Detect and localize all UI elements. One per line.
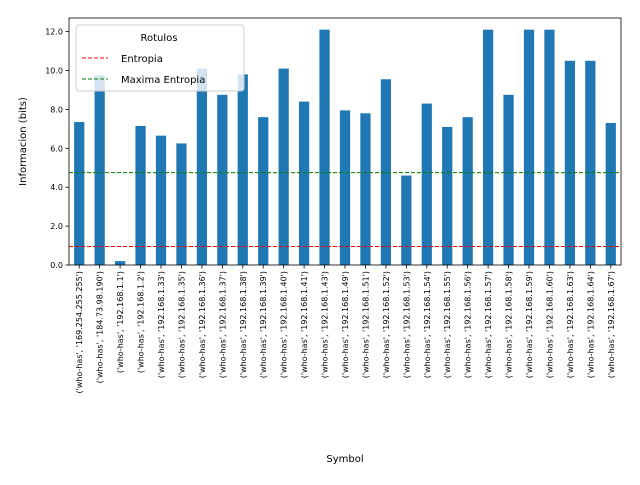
bar-26 bbox=[605, 123, 616, 266]
legend-entropia-label: Entropia bbox=[121, 54, 163, 65]
bar-3 bbox=[135, 125, 146, 265]
y-tick-label-2: 4.0 bbox=[50, 183, 63, 192]
x-tick-label-3: ('who-has', '192.168.1.2') bbox=[137, 271, 146, 373]
bar-5 bbox=[176, 143, 187, 265]
x-tick-label-20: ('who-has', '192.168.1.57') bbox=[484, 271, 493, 378]
x-tick-label-1: ('who-has', '184.73.98.190') bbox=[96, 271, 105, 383]
bar-25 bbox=[585, 60, 596, 265]
bar-13 bbox=[339, 110, 351, 265]
legend: Rotulos Entropia Maxima Entropia bbox=[75, 24, 245, 92]
bar-24 bbox=[564, 60, 575, 265]
x-tick-label-17: ('who-has', '192.168.1.54') bbox=[423, 271, 432, 378]
y-tick-label-6: 12.0 bbox=[45, 28, 63, 37]
bar-18 bbox=[442, 126, 453, 265]
y-tick-label-4: 8.0 bbox=[50, 105, 63, 114]
x-tick-label-22: ('who-has', '192.168.1.59') bbox=[525, 271, 534, 378]
bar-10 bbox=[278, 68, 289, 265]
legend-title: Rotulos bbox=[141, 33, 178, 44]
bar-19 bbox=[462, 117, 473, 265]
x-tick-label-7: ('who-has', '192.168.1.37') bbox=[218, 271, 227, 378]
x-tick-label-18: ('who-has', '192.168.1.55') bbox=[443, 271, 452, 378]
bar-11 bbox=[299, 101, 310, 265]
bar-17 bbox=[421, 103, 432, 265]
bar-8 bbox=[237, 74, 248, 266]
bar-7 bbox=[217, 94, 228, 265]
bar-16 bbox=[401, 175, 412, 265]
x-axis-label: Symbol bbox=[326, 454, 363, 465]
legend-maxima-entropia-label: Maxima Entropia bbox=[121, 75, 205, 86]
bar-23 bbox=[544, 29, 555, 266]
bar-14 bbox=[360, 113, 371, 265]
y-tick-label-1: 2.0 bbox=[50, 222, 63, 231]
bar-2 bbox=[115, 261, 126, 265]
x-tick-label-5: ('who-has', '192.168.1.35') bbox=[177, 271, 186, 378]
bar-22 bbox=[523, 29, 535, 266]
x-tick-label-12: ('who-has', '192.168.1.43') bbox=[321, 271, 330, 378]
bar-20 bbox=[483, 29, 494, 266]
y-tick-label-5: 10.0 bbox=[45, 67, 63, 76]
x-tick-label-21: ('who-has', '192.168.1.58') bbox=[505, 271, 514, 378]
bar-4 bbox=[155, 135, 167, 265]
x-tick-label-19: ('who-has', '192.168.1.56') bbox=[464, 271, 473, 378]
x-tick-label-6: ('who-has', '192.168.1.36') bbox=[198, 271, 207, 378]
x-tick-label-14: ('who-has', '192.168.1.51') bbox=[361, 271, 370, 378]
y-tick-label-3: 6.0 bbox=[50, 144, 63, 153]
x-tick-label-15: ('who-has', '192.168.1.52') bbox=[382, 271, 391, 378]
bar-1 bbox=[94, 75, 105, 266]
x-tick-label-16: ('who-has', '192.168.1.53') bbox=[402, 271, 411, 378]
y-axis-label: Informacion (bits) bbox=[18, 97, 29, 186]
x-tick-label-25: ('who-has', '192.168.1.64') bbox=[586, 271, 595, 378]
bar-15 bbox=[380, 79, 391, 265]
bar-9 bbox=[258, 117, 269, 265]
bar-21 bbox=[503, 94, 514, 265]
x-tick-label-23: ('who-has', '192.168.1.60') bbox=[545, 271, 554, 378]
x-tick-label-26: ('who-has', '192.168.1.67') bbox=[607, 271, 616, 378]
x-tick-label-8: ('who-has', '192.168.1.38') bbox=[239, 271, 248, 378]
bar-6 bbox=[196, 68, 207, 265]
x-tick-label-24: ('who-has', '192.168.1.63') bbox=[566, 271, 575, 378]
x-tick-label-11: ('who-has', '192.168.1.41') bbox=[300, 271, 309, 378]
x-tick-label-9: ('who-has', '192.168.1.39') bbox=[259, 271, 268, 378]
x-tick-label-4: ('who-has', '192.168.1.33') bbox=[157, 271, 166, 378]
x-tick-label-10: ('who-has', '192.168.1.40') bbox=[280, 271, 289, 378]
x-tick-label-0: ('who-has', '169.254.255.255') bbox=[75, 271, 84, 394]
bar-0 bbox=[74, 122, 85, 265]
bar-12 bbox=[319, 29, 330, 266]
x-tick-label-2: ('who-has', '192.168.1.1') bbox=[116, 271, 125, 373]
x-tick-label-13: ('who-has', '192.168.1.49') bbox=[341, 271, 350, 378]
y-tick-label-0: 0.0 bbox=[50, 261, 63, 270]
